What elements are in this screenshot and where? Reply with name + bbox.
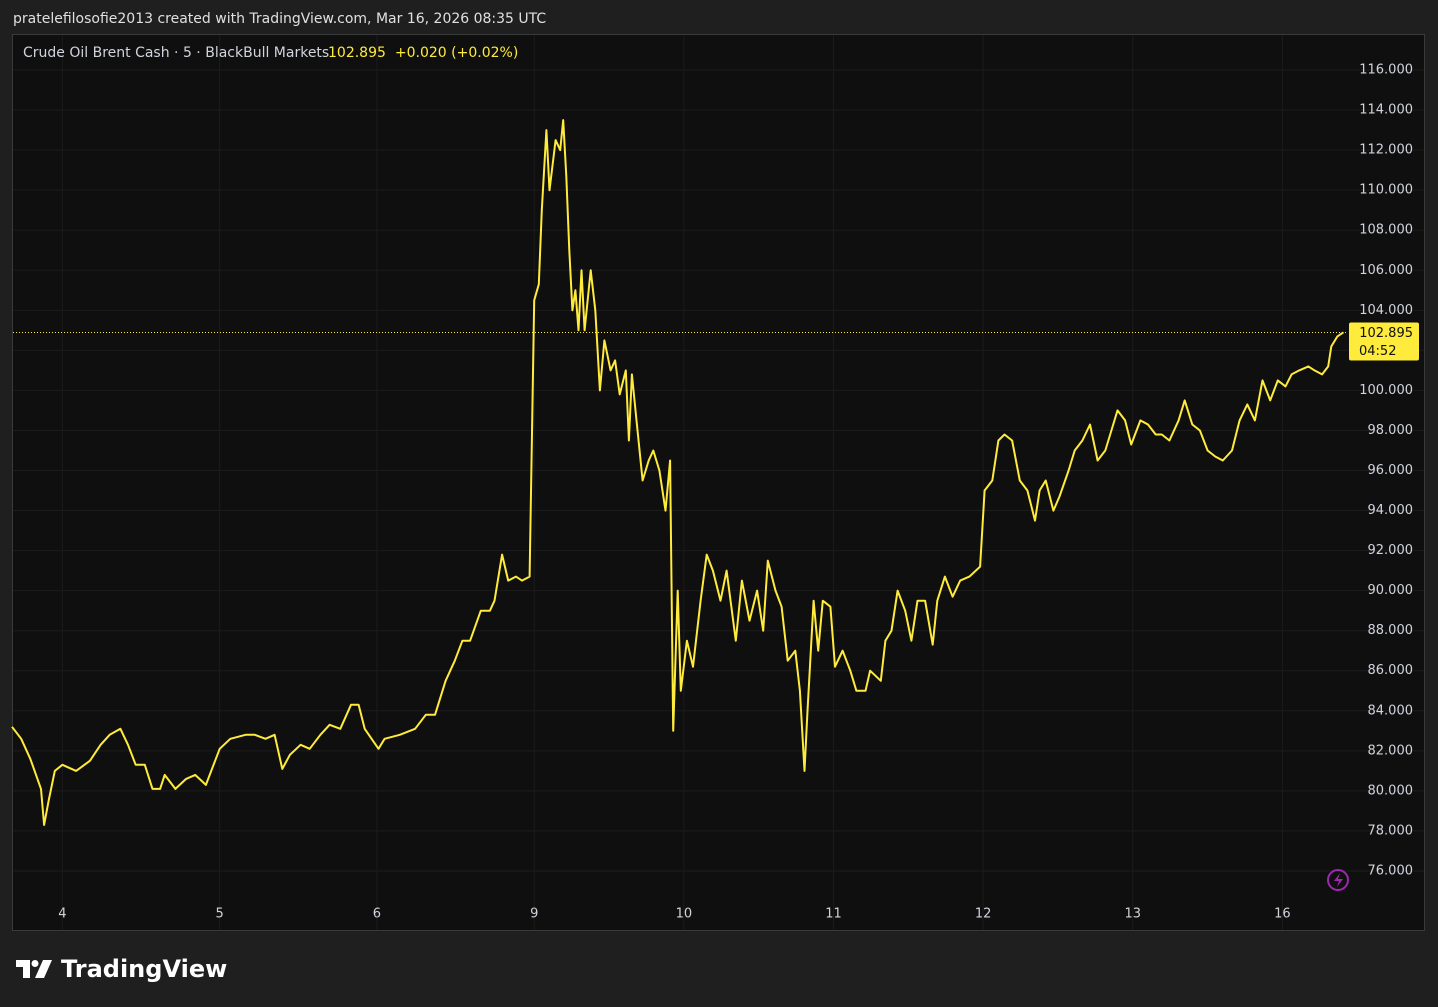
y-tick-label: 108.000 [1359, 223, 1413, 238]
x-tick-label: 4 [58, 907, 66, 922]
brand: TradingView [61, 955, 227, 983]
y-tick-label: 116.000 [1359, 63, 1413, 78]
y-tick-label: 78.000 [1368, 823, 1414, 838]
chart-panel [12, 34, 1425, 931]
y-tick-label: 76.000 [1368, 863, 1414, 878]
y-tick-label: 100.000 [1359, 383, 1413, 398]
x-tick-label: 9 [530, 907, 538, 922]
x-tick-label: 13 [1124, 907, 1141, 922]
y-tick-label: 98.000 [1368, 423, 1414, 438]
x-tick-label: 6 [373, 907, 381, 922]
y-tick-label: 88.000 [1368, 623, 1414, 638]
legend-change: +0.020 (+0.02%) [395, 45, 518, 61]
y-tick-label: 84.000 [1368, 703, 1414, 718]
countdown: 04:52 [1359, 344, 1396, 359]
y-tick-label: 104.000 [1359, 303, 1413, 318]
y-tick-label: 112.000 [1359, 143, 1413, 158]
flash-icon [1327, 869, 1349, 891]
y-tick-label: 94.000 [1368, 503, 1414, 518]
x-tick-label: 5 [216, 907, 224, 922]
y-tick-label: 80.000 [1368, 783, 1414, 798]
y-tick-label: 106.000 [1359, 263, 1413, 278]
header: pratelefilosofie2013 created with Tradin… [13, 11, 546, 27]
x-tick-label: 10 [676, 907, 693, 922]
x-tick-label: 12 [975, 907, 992, 922]
legend-price: 102.895 [328, 45, 386, 61]
y-tick-label: 92.000 [1368, 543, 1414, 558]
price-badge [1349, 322, 1419, 361]
y-tick-label: 86.000 [1368, 663, 1414, 678]
y-tick-label: 110.000 [1359, 183, 1413, 198]
x-tick-label: 16 [1274, 907, 1291, 922]
plot [11, 35, 1424, 930]
y-tick-label: 82.000 [1368, 743, 1414, 758]
brand-logo [16, 960, 52, 978]
y-tick-label: 96.000 [1368, 463, 1414, 478]
y-tick-label: 114.000 [1359, 103, 1413, 118]
price-line [11, 119, 1345, 826]
price-badge-label: 102.895 [1359, 326, 1413, 341]
y-tick-label: 90.000 [1368, 583, 1414, 598]
x-tick-label: 11 [825, 907, 842, 922]
chart-title: Crude Oil Brent Cash · 5 · BlackBull Mar… [23, 45, 329, 61]
